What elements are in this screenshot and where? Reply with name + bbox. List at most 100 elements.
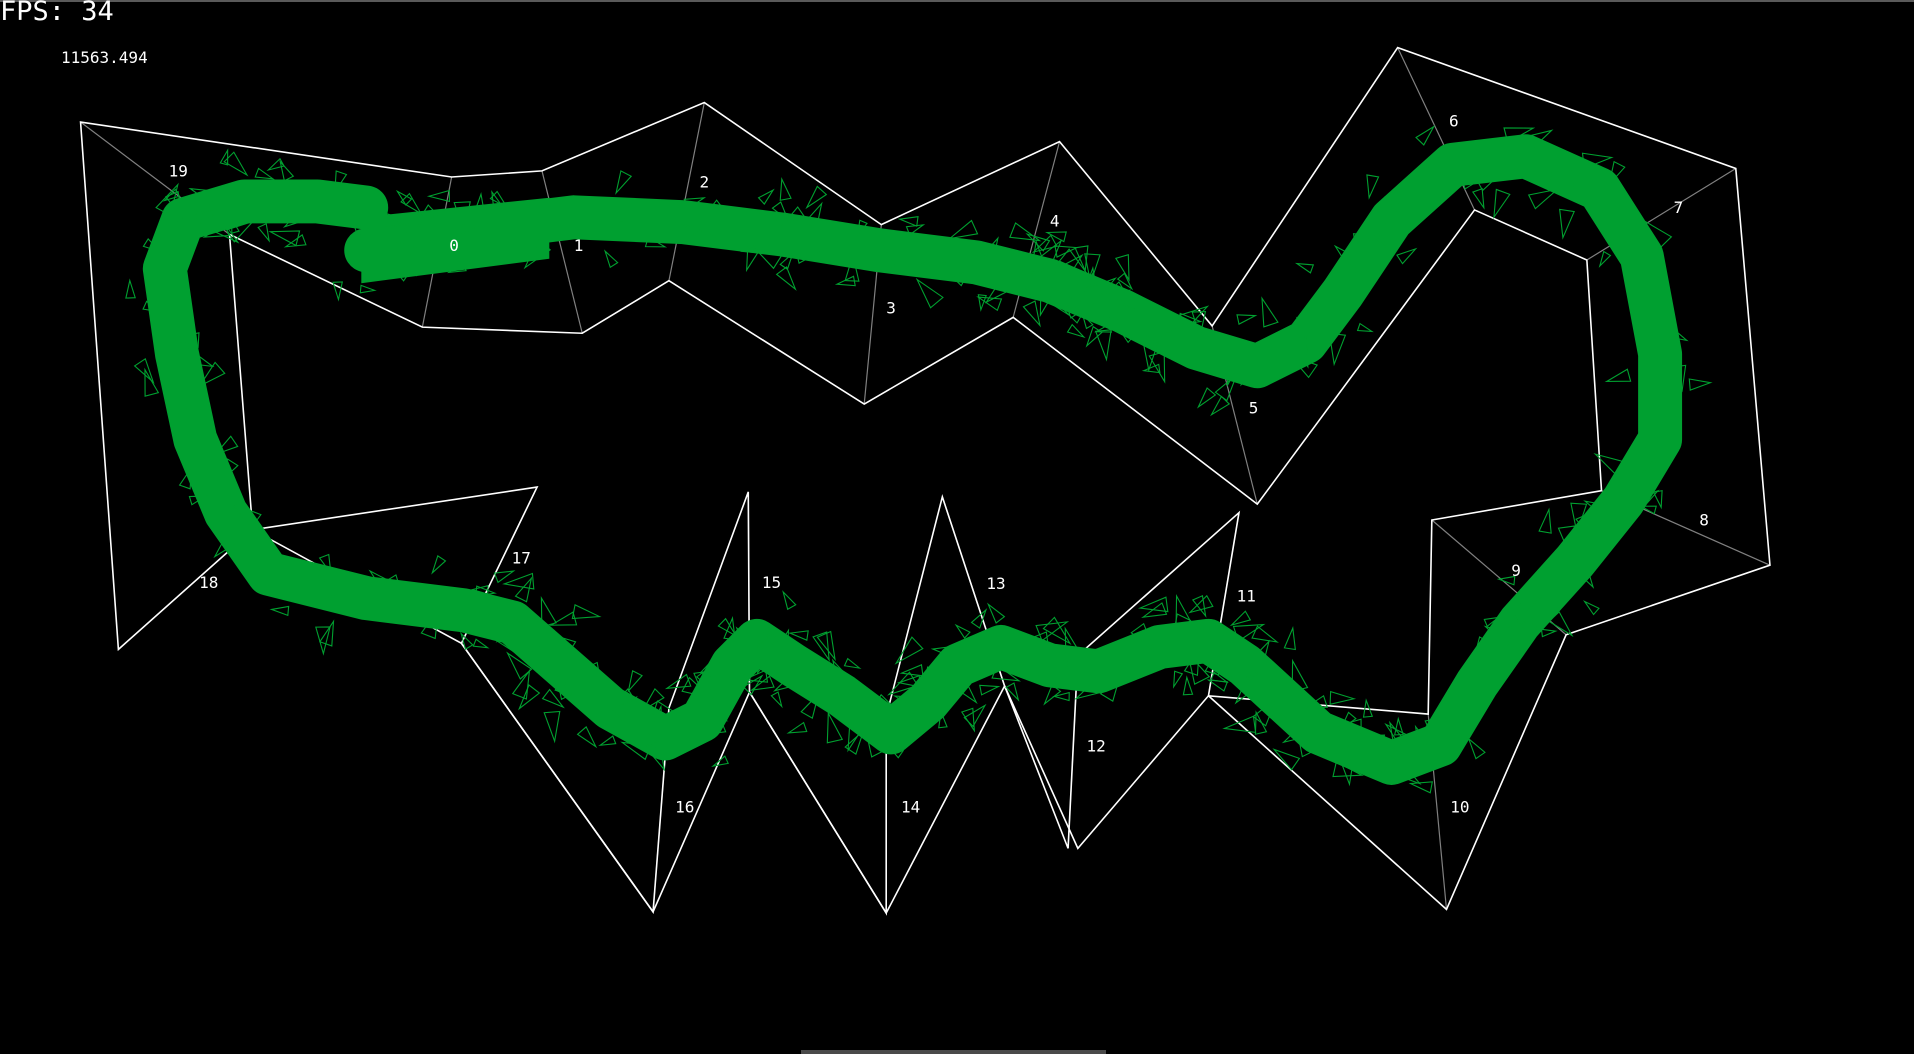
agent-triangle	[541, 688, 565, 709]
agent-triangle	[1362, 698, 1374, 718]
agent-triangle	[1055, 302, 1086, 324]
agent-triangle	[1191, 310, 1207, 339]
agent-triangle	[511, 668, 531, 700]
agent-triangle	[847, 726, 862, 753]
agent-triangle	[1022, 300, 1041, 328]
agent-triangle	[381, 574, 407, 608]
agent-triangle	[1085, 325, 1103, 348]
agent-triangle	[142, 238, 162, 253]
agent-triangle	[998, 261, 1010, 284]
agent-triangle	[496, 631, 522, 658]
agent-triangle	[177, 202, 209, 222]
checkpoint-label-19: 19	[169, 162, 188, 181]
bottom-scroll-indicator	[801, 1050, 1106, 1054]
agent-triangle	[1117, 328, 1135, 344]
agent-triangle	[979, 684, 1001, 696]
agent-triangle	[230, 216, 240, 234]
agent-triangle	[958, 249, 978, 282]
agent-triangle	[913, 716, 937, 730]
agent-triangle	[1045, 267, 1073, 290]
agent-triangle	[1332, 761, 1365, 778]
agent-triangle	[1176, 305, 1210, 331]
agent-triangle	[725, 657, 749, 670]
agent-triangle	[1261, 296, 1279, 328]
agent-triangle	[711, 755, 729, 767]
agent-triangle	[1252, 696, 1278, 727]
agent-triangle	[743, 657, 778, 675]
agent-triangle	[1374, 750, 1399, 779]
agent-triangle	[518, 684, 541, 711]
agent-triangle	[337, 196, 355, 216]
agent-triangle	[1005, 682, 1020, 702]
agent-triangle	[745, 246, 760, 273]
agent-triangle	[1339, 711, 1357, 731]
agent-triangle	[540, 596, 557, 628]
agent-triangle	[641, 687, 665, 712]
agent-triangle	[1400, 767, 1422, 785]
agent-triangle	[1251, 625, 1279, 643]
agent-triangle	[1178, 312, 1203, 326]
agent-triangle	[1519, 594, 1545, 613]
agent-triangle	[315, 626, 331, 656]
agent-triangle	[693, 670, 708, 699]
agent-triangle	[1598, 250, 1612, 268]
agent-triangle	[1652, 489, 1663, 510]
agent-triangle	[897, 216, 919, 227]
agent-triangle	[1468, 166, 1494, 192]
agent-triangle	[269, 605, 290, 617]
agent-triangle	[1171, 613, 1192, 644]
agent-triangle	[1631, 489, 1660, 512]
agent-triangle	[805, 185, 828, 210]
agent-triangle	[1182, 675, 1194, 696]
agent-triangle	[1198, 627, 1232, 652]
agent-triangle	[843, 657, 862, 669]
agent-triangle	[1507, 625, 1518, 647]
agent-triangle	[1204, 646, 1220, 676]
agent-triangle	[1384, 196, 1411, 220]
agent-triangle	[1393, 716, 1404, 736]
agent-triangle	[502, 572, 535, 590]
agent-triangle	[1302, 694, 1329, 710]
agent-triangle	[896, 674, 921, 688]
agent-triangle	[844, 253, 860, 282]
agent-triangle	[357, 199, 369, 222]
agent-triangle	[1045, 289, 1063, 303]
agent-triangle	[1414, 724, 1430, 749]
checkpoint-label-18: 18	[199, 573, 218, 592]
agent-triangle	[549, 663, 569, 687]
agent-triangle	[1359, 229, 1379, 246]
agent-triangle	[723, 615, 736, 641]
agent-triangle	[1159, 325, 1183, 347]
agent-triangle	[1057, 253, 1084, 279]
agent-triangle	[1688, 378, 1713, 391]
agent-triangle	[144, 367, 160, 397]
agent-triangle	[844, 728, 865, 755]
agent-triangle	[1493, 188, 1511, 220]
agent-triangle	[1548, 610, 1574, 638]
agent-triangle	[1295, 316, 1315, 338]
agent-triangle	[313, 188, 330, 204]
agent-triangle	[1557, 525, 1575, 559]
agent-triangle	[1042, 616, 1072, 645]
agent-triangle	[1222, 715, 1257, 734]
agent-triangle	[460, 631, 474, 650]
agent-triangle	[1599, 506, 1623, 523]
agent-triangle	[470, 584, 489, 595]
agent-triangle	[894, 636, 924, 665]
agent-triangle	[1283, 626, 1296, 651]
agent-triangle	[865, 730, 885, 758]
agent-triangle	[1483, 616, 1501, 628]
agent-triangle	[543, 710, 561, 744]
agent-triangle	[826, 711, 844, 744]
agent-triangle	[1371, 734, 1386, 761]
agent-triangle	[334, 170, 348, 194]
agent-triangle	[198, 361, 226, 388]
agent-triangle	[178, 310, 194, 340]
agent-triangle	[156, 225, 185, 257]
agent-triangle	[626, 731, 657, 748]
agent-triangle	[620, 741, 652, 761]
checkpoint-label-16: 16	[675, 798, 694, 817]
agent-triangle	[1472, 187, 1485, 210]
